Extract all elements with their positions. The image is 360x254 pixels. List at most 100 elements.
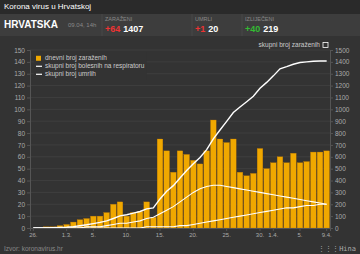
legend-item: dnevni broj zaraženih — [36, 54, 107, 62]
tick: 26. — [29, 228, 38, 238]
tick: 120 — [14, 82, 30, 89]
tick: 70 — [18, 142, 30, 149]
tick-label: 100 — [335, 213, 346, 220]
tick-label: 400 — [335, 177, 346, 184]
tick: 9.4. — [322, 228, 332, 238]
tick-mark — [27, 204, 30, 205]
tick-mark — [126, 228, 127, 231]
grid-line — [30, 50, 330, 51]
bar — [284, 163, 290, 228]
bar — [217, 139, 223, 228]
tick: 800 — [330, 130, 346, 137]
tick-label: 110 — [15, 94, 26, 101]
tick: 300 — [330, 189, 346, 196]
legend-item: skupni broj zaraženih — [259, 41, 328, 49]
tick-label: 1000 — [335, 106, 350, 113]
header-total: 219 — [263, 24, 278, 34]
header-divider — [102, 14, 103, 36]
header-delta: +1 — [195, 24, 205, 34]
tick-mark — [330, 192, 333, 193]
tick: 1.3. — [62, 228, 72, 238]
y2-axis: 0100200300400500600700800900100011001200… — [330, 47, 350, 232]
tick: 60 — [18, 153, 30, 160]
tick: 90 — [18, 118, 30, 125]
tick-mark — [27, 133, 30, 134]
tick: 500 — [330, 165, 346, 172]
tick-label: 130 — [14, 70, 25, 77]
tick-mark — [330, 62, 333, 63]
tick-label: 70 — [18, 142, 26, 149]
tick: 1000 — [330, 106, 350, 113]
tick-mark — [326, 228, 327, 231]
tick-label: 150 — [14, 47, 25, 54]
bar — [184, 154, 190, 228]
bar — [77, 220, 83, 228]
grid-line — [30, 133, 330, 134]
tick: 900 — [330, 118, 346, 125]
tick: 700 — [330, 142, 346, 149]
tick: 1500 — [330, 47, 350, 54]
tick: 1400 — [330, 58, 350, 65]
legend-item: skupni broj umrlih — [36, 70, 96, 78]
bar — [244, 176, 250, 228]
bar — [317, 152, 323, 228]
tick: 10. — [122, 228, 131, 238]
bar — [311, 152, 317, 228]
tick-mark — [330, 157, 333, 158]
tick: 600 — [330, 153, 346, 160]
tick: 0 — [330, 225, 339, 232]
bar — [297, 163, 303, 228]
tick: 100 — [14, 106, 30, 113]
tick-mark — [27, 86, 30, 87]
tick-label: 5. — [297, 232, 302, 238]
tick-label: 100 — [14, 106, 25, 113]
grid-line — [30, 109, 330, 110]
tick-label: 1300 — [335, 70, 350, 77]
tick-label: 40 — [18, 177, 26, 184]
tick: 20 — [18, 201, 30, 208]
tick-mark — [27, 109, 30, 110]
tick-mark — [27, 181, 30, 182]
tick-label: 500 — [335, 165, 346, 172]
title-bar — [0, 0, 360, 14]
grid-line — [30, 121, 330, 122]
y-axis: 0102030405060708090100110120130140150 — [14, 47, 30, 232]
tick-label: 1.4. — [268, 232, 278, 238]
tick-mark — [300, 228, 301, 231]
tick: 1.4. — [268, 228, 278, 238]
tick-mark — [193, 228, 194, 231]
legend-label: skupni broj zaraženih — [259, 41, 321, 49]
bar — [204, 151, 210, 228]
header-delta: +40 — [245, 24, 260, 34]
bar — [177, 151, 183, 228]
legend-label: skupni broj bolesnih na respiratoru — [45, 62, 145, 70]
tick-mark — [330, 109, 333, 110]
tick-label: 80 — [18, 130, 26, 137]
bar — [251, 173, 257, 228]
tick-mark — [27, 169, 30, 170]
legend-swatch — [36, 56, 41, 61]
tick-mark — [330, 145, 333, 146]
legend-label: dnevni broj zaraženih — [45, 54, 107, 62]
tick-mark — [27, 74, 30, 75]
tick: 40 — [18, 177, 30, 184]
grid-line — [30, 144, 330, 145]
tick: 100 — [330, 213, 346, 220]
legend-label: skupni broj umrlih — [45, 70, 96, 78]
grid — [30, 50, 330, 228]
tick: 25. — [222, 228, 231, 238]
tick: 0 — [21, 225, 30, 232]
header-divider — [242, 14, 243, 36]
legend-swatch — [36, 66, 42, 67]
tick-mark — [160, 228, 161, 231]
chart-svg: Korona virus u HrvatskojHRVATSKA09.04, 1… — [0, 0, 360, 254]
tick: 200 — [330, 201, 346, 208]
bar — [324, 151, 330, 228]
tick-mark — [33, 228, 34, 231]
tick-label: 120 — [14, 82, 25, 89]
tick-mark — [27, 216, 30, 217]
tick-mark — [330, 133, 333, 134]
bar — [171, 172, 177, 228]
tick-label: 200 — [335, 201, 346, 208]
tick: 30 — [18, 189, 30, 196]
